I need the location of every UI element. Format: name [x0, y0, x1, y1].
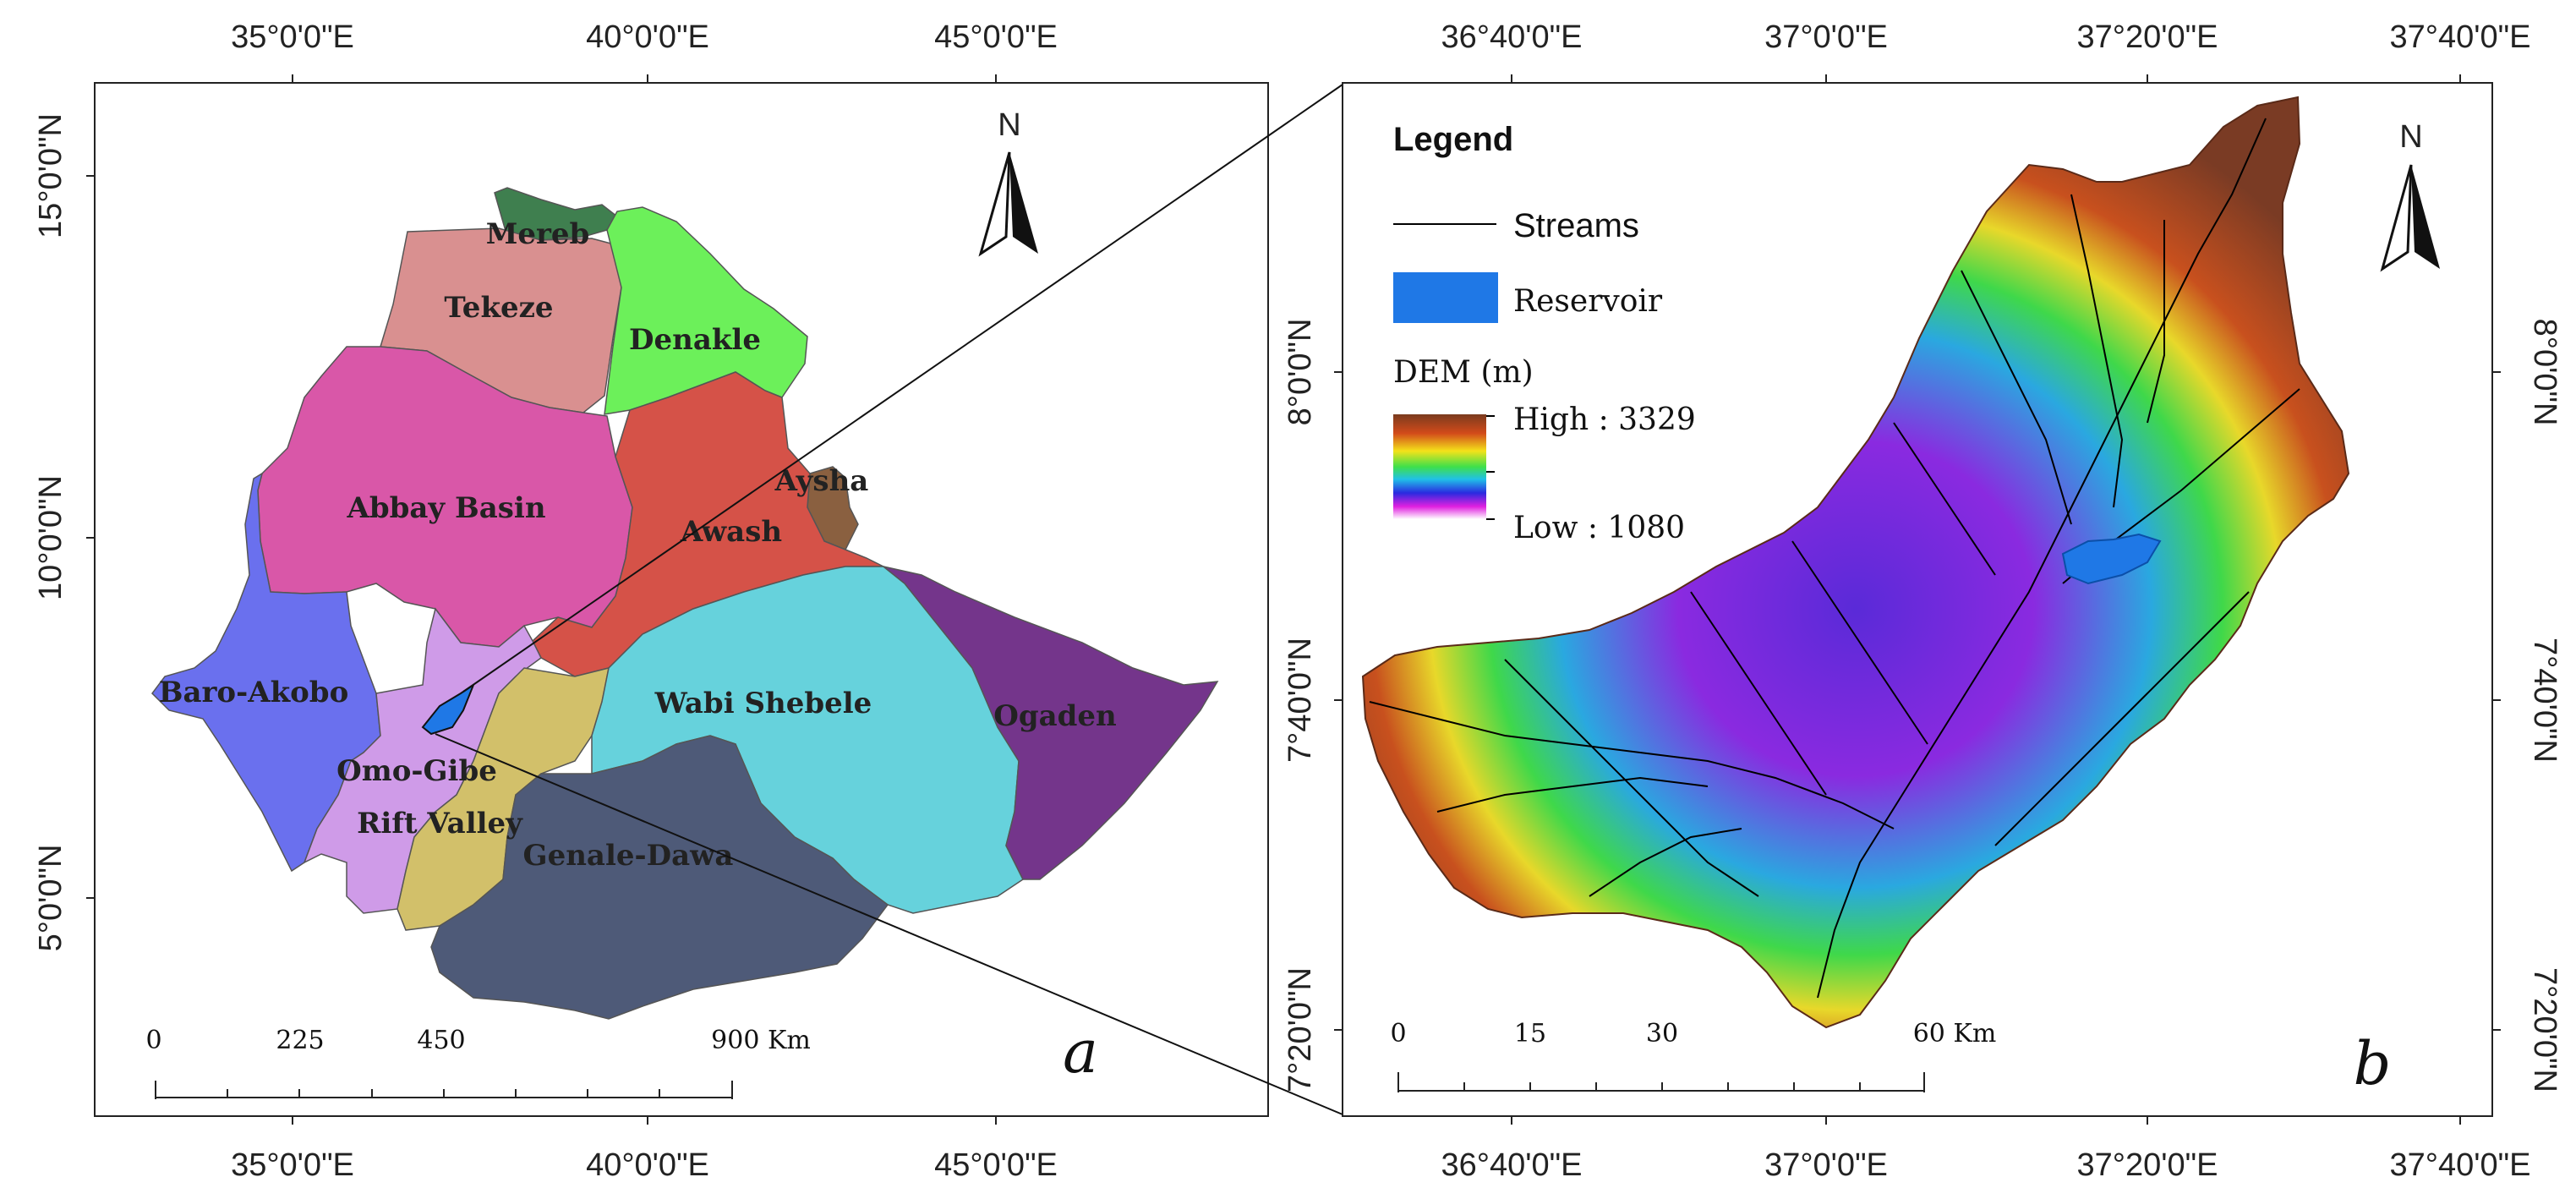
panel-a: 35°0'0"E 40°0'0"E 45°0'0"E 35°0'0"E 40°0…: [33, 19, 1269, 1183]
legend-dem-high: High : 3329: [1513, 402, 1696, 437]
legend: Legend Streams Reservoir DEM (m) High : …: [1393, 121, 1696, 545]
legend-dem-low: Low : 1080: [1513, 511, 1685, 545]
panel-a-scale-label: 450: [417, 1026, 465, 1055]
study-area-basin: [421, 682, 476, 736]
basin-label-awash: Awash: [680, 515, 782, 549]
basin-label-mereb: Mereb: [486, 217, 590, 251]
panel-b-right-y-label: 7°40'0"N: [2527, 638, 2562, 763]
panel-b-right-y-label: 7°20'0"N: [2527, 967, 2562, 1092]
legend-dem-ticks: [1486, 415, 1495, 520]
panel-a-scale-label: 225: [276, 1026, 324, 1055]
panel-a-scale-label: 900 Km: [711, 1026, 811, 1055]
legend-dem-title: DEM (m): [1393, 355, 1534, 390]
basin-label-abbay: Abbay Basin: [346, 491, 545, 525]
reservoir-polygon: [2061, 533, 2162, 585]
panel-a-scale-bar: [155, 1081, 733, 1099]
panel-b-left-y-label: 7°20'0"N: [1283, 967, 1318, 1092]
panel-b-scale-label: 60 Km: [1913, 1019, 1997, 1048]
panel-b-letter: b: [2354, 1029, 2392, 1098]
panel-a-bottom-x-label: 35°0'0"E: [231, 1147, 354, 1183]
panel-b-scale-bar: [1397, 1072, 1925, 1092]
basin-label-denakle: Denakle: [629, 323, 761, 357]
panel-b-bottom-x-label: 37°40'0"E: [2390, 1147, 2531, 1183]
panel-a-bottom-x-label: 45°0'0"E: [934, 1147, 1058, 1183]
panel-b-top-x-label: 37°20'0"E: [2077, 19, 2218, 55]
zoom-connector-lines: [435, 84, 1343, 1115]
basin-label-wabi-shebele: Wabi Shebele: [654, 687, 872, 720]
basin-label-baro-akobo: Baro-Akobo: [159, 676, 349, 709]
basin-label-tekeze: Tekeze: [444, 291, 553, 325]
panel-b-scale-label: 15: [1514, 1019, 1546, 1048]
panel-a-top-x-label: 35°0'0"E: [231, 19, 354, 55]
panel-b-bottom-x-label: 36°40'0"E: [1441, 1147, 1583, 1183]
basin-genale-dawa: [430, 735, 889, 1020]
panel-b-left-y-label: 8°0'0"N: [1283, 319, 1318, 426]
panel-b-top-x-label: 37°40'0"E: [2390, 19, 2531, 55]
basin-label-aysha: Aysha: [774, 464, 869, 498]
basin-polygons: [151, 187, 1219, 1020]
north-arrow-icon: N: [2380, 119, 2440, 272]
svg-text:N: N: [2399, 119, 2422, 155]
legend-reservoir-swatch: [1393, 272, 1498, 323]
basin-label-genale-dawa: Genale-Dawa: [523, 839, 734, 873]
legend-streams-label: Streams: [1513, 207, 1639, 244]
basin-label-rift-valley: Rift Valley: [357, 807, 523, 840]
panel-b-bottom-x-label: 37°0'0"E: [1764, 1147, 1888, 1183]
dem-watershed: [1361, 96, 2350, 1029]
panel-b-right-y-label: 8°0'0"N: [2527, 319, 2562, 426]
panel-b-top-x-label: 36°40'0"E: [1441, 19, 1583, 55]
panel-a-y-label: 10°0'0"N: [33, 475, 68, 600]
panel-a-bottom-x-label: 40°0'0"E: [586, 1147, 709, 1183]
legend-title: Legend: [1393, 121, 1513, 158]
panel-a-top-x-label: 40°0'0"E: [586, 19, 709, 55]
basin-label-omo-gibe: Omo-Gibe: [336, 754, 497, 788]
legend-dem-ramp: [1393, 414, 1486, 519]
panel-b-scale-label: 0: [1390, 1019, 1406, 1048]
basin-ogaden: [883, 566, 1219, 880]
svg-text:N: N: [998, 107, 1020, 143]
panel-a-y-label: 15°0'0"N: [33, 113, 68, 238]
panel-a-ticks: [86, 74, 997, 1125]
panel-b-top-x-label: 37°0'0"E: [1764, 19, 1888, 55]
panel-b-ticks: [1334, 74, 2501, 1125]
panel-a-scale-label: 0: [145, 1026, 161, 1055]
panel-b: 36°40'0"E 37°0'0"E 37°20'0"E 37°40'0"E 3…: [1283, 19, 2562, 1183]
panel-a-y-label: 5°0'0"N: [33, 845, 68, 952]
basin-label-ogaden: Ogaden: [993, 699, 1117, 733]
legend-reservoir-label: Reservoir: [1513, 284, 1663, 319]
panel-b-left-y-label: 7°40'0"N: [1283, 638, 1318, 763]
panel-b-bottom-x-label: 37°20'0"E: [2077, 1147, 2218, 1183]
panel-a-top-x-label: 45°0'0"E: [934, 19, 1058, 55]
panel-b-scale-label: 30: [1646, 1019, 1678, 1048]
north-arrow-icon: N: [978, 107, 1038, 257]
panel-a-letter: a: [1063, 1017, 1098, 1087]
